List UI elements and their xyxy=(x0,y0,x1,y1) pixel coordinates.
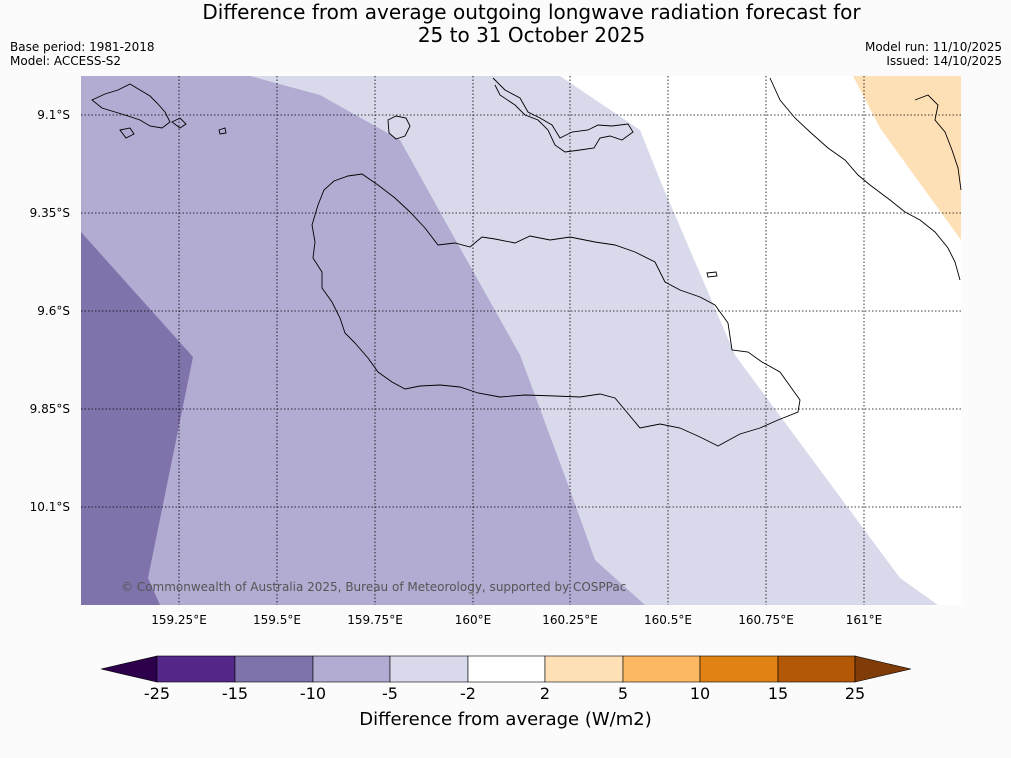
coastline-western-islands xyxy=(91,83,171,129)
colorbar-tick-label: 10 xyxy=(689,684,711,703)
lon-tick-label: 160.25°E xyxy=(542,613,598,627)
coastline-islet-b xyxy=(218,127,227,135)
colorbar-bin-7 xyxy=(622,655,701,683)
colorbar-tick-label: 5 xyxy=(617,684,629,703)
colorbar-extend-high xyxy=(854,655,912,683)
colorbar-bin-3 xyxy=(312,655,391,683)
region-medium-lavender xyxy=(81,76,645,605)
lat-tick-label: 9.1°S xyxy=(37,108,70,122)
chart-title: Difference from average outgoing longwav… xyxy=(0,1,1011,47)
map-plot-area xyxy=(81,76,962,605)
issued-date: Issued: 14/10/2025 xyxy=(886,54,1002,68)
colorbar-tick-label: -5 xyxy=(382,684,398,703)
region-light-orange xyxy=(853,76,961,240)
meta-right: Model run: 11/10/2025 Issued: 14/10/2025 xyxy=(865,40,1002,68)
title-line-2: 25 to 31 October 2025 xyxy=(417,23,646,47)
colorbar-tick-label: 2 xyxy=(539,684,551,703)
coastline-savo-island xyxy=(387,115,411,140)
colorbar-tick-label: -25 xyxy=(143,684,171,703)
model-run: Model run: 11/10/2025 xyxy=(864,40,1002,54)
model-name: Model: ACCESS-S2 xyxy=(10,54,122,68)
region-neutral xyxy=(560,76,961,605)
colorbar-tick-label: -2 xyxy=(460,684,476,703)
lat-tick-label: 9.85°S xyxy=(29,402,70,416)
lat-tick-label: 10.1°S xyxy=(29,500,70,514)
colorbar-extend-low xyxy=(100,655,158,683)
colorbar-bin-6 xyxy=(544,655,624,683)
colorbar-tick-label: 15 xyxy=(767,684,789,703)
coastline-islet-a xyxy=(171,117,187,129)
colorbar-tick-label: -15 xyxy=(221,684,249,703)
lon-tick-label: 159.5°E xyxy=(253,613,301,627)
copyright-notice: © Commonwealth of Australia 2025, Bureau… xyxy=(121,580,627,594)
coastline-malaita-inner xyxy=(914,94,962,191)
coastline-western-islet xyxy=(119,127,135,139)
coastline-guadalcanal xyxy=(311,173,801,447)
colorbar-bin-2 xyxy=(234,655,314,683)
lon-tick-label: 160°E xyxy=(454,613,492,627)
lon-tick-label: 160.75°E xyxy=(738,613,794,627)
coastline-florida-islands xyxy=(492,77,634,153)
colorbar-bin-8 xyxy=(699,655,779,683)
colorbar-bin-4 xyxy=(389,655,469,683)
lon-tick-label: 159.75°E xyxy=(347,613,403,627)
meta-left: Base period: 1981-2018 Model: ACCESS-S2 xyxy=(10,40,155,68)
coastlines xyxy=(91,77,962,447)
colorbar-tick-label: -10 xyxy=(299,684,327,703)
colorbar-bin-1 xyxy=(156,655,236,683)
lat-tick-label: 9.35°S xyxy=(29,206,70,220)
colorbar xyxy=(100,655,912,683)
lon-tick-label: 160.5°E xyxy=(644,613,692,627)
coastline-islet-c xyxy=(706,271,718,278)
colorbar-label: Difference from average (W/m2) xyxy=(359,709,652,730)
colorbar-bin-9 xyxy=(777,655,856,683)
lon-tick-label: 161°E xyxy=(845,613,883,627)
title-line-1: Difference from average outgoing longwav… xyxy=(202,0,861,24)
lon-tick-label: 159.25°E xyxy=(151,613,207,627)
coastline-malaita xyxy=(769,77,961,281)
gridlines xyxy=(81,76,961,605)
colorbar-bin-5 xyxy=(467,655,546,683)
colorbar-tick-label: 25 xyxy=(844,684,866,703)
region-dark-lavender xyxy=(81,232,193,605)
lat-tick-label: 9.6°S xyxy=(37,304,70,318)
base-period: Base period: 1981-2018 xyxy=(10,40,155,54)
